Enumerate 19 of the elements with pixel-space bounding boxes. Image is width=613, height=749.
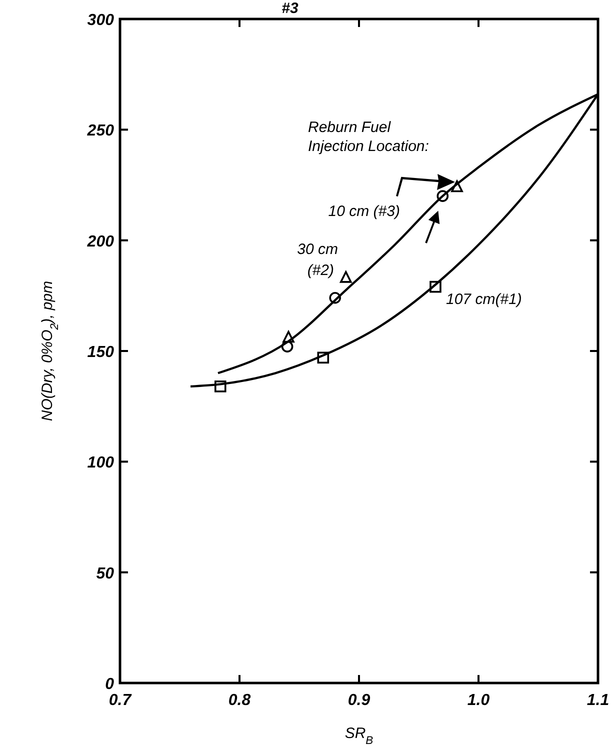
annotation: Reburn Fuel Injection Location: — [308, 119, 429, 155]
y-tick-label: 300 — [87, 12, 114, 29]
y-tick-label: 0 — [105, 676, 114, 693]
x-tick-label: 0.8 — [228, 692, 251, 709]
y-tick-label: 100 — [87, 454, 114, 472]
x-tick-label: 1.1 — [586, 692, 610, 709]
series-label: 107 cm(#1) — [446, 291, 522, 308]
point — [340, 271, 352, 283]
x-tick-label: 0.7 — [108, 692, 132, 709]
text: 10 cm (#3) — [328, 203, 400, 220]
x-axis-title: SR$_{B}$ — [344, 725, 374, 747]
y-tick-label: 150 — [87, 344, 114, 361]
series-label: 30 cm (#2) — [297, 241, 338, 279]
x-tick-label: 0.9 — [348, 692, 370, 709]
y-tick-label: 250 — [86, 122, 114, 140]
y-tick-label: 50 — [96, 565, 114, 582]
y-tick-label: 200 — [86, 233, 114, 250]
x-tick-label: 1.0 — [467, 692, 490, 709]
chart-title: #3 — [282, 0, 299, 17]
